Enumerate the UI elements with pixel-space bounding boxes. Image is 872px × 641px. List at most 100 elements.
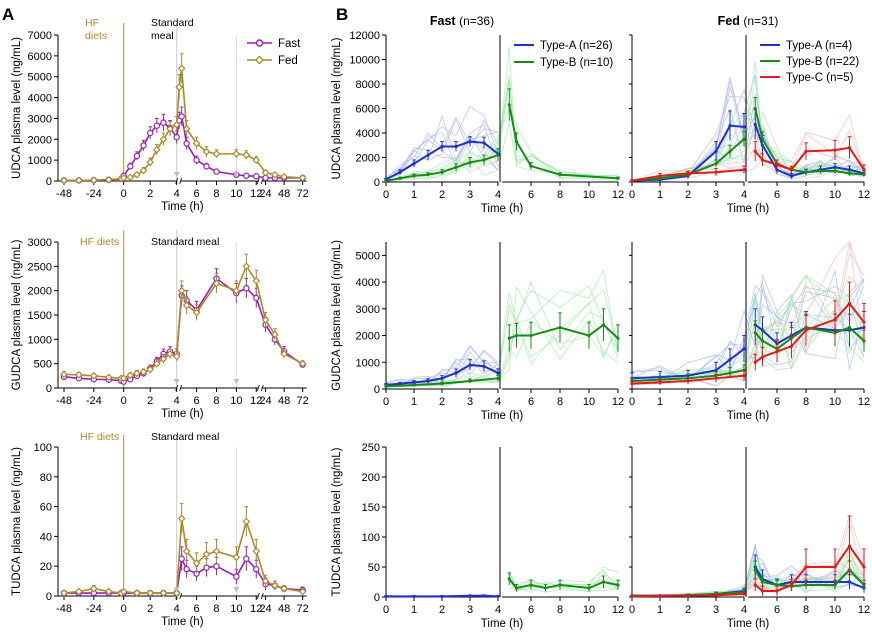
y-tick-label: 0: [46, 176, 52, 188]
data-point: [658, 174, 662, 178]
data-point: [139, 166, 148, 175]
data-point: [847, 580, 852, 584]
data-point: [742, 347, 746, 351]
y-tick-label: 0: [46, 383, 52, 395]
x-tick-label: 8: [213, 188, 219, 200]
data-point: [804, 149, 808, 153]
series-line: [631, 348, 745, 380]
data-point: [426, 173, 430, 177]
chart-B1: 0 2000 4000 6000 8000 10000 12000 UDCA plasma l…: [331, 30, 624, 215]
legend-label-type-b-fed: Type-B (n=22): [786, 56, 859, 68]
data-point: [728, 371, 732, 375]
x-tick-label: 12: [858, 396, 870, 408]
data-point: [412, 162, 416, 166]
data-point: [253, 173, 260, 180]
data-point: [133, 589, 141, 597]
y-tick-label: 6000: [356, 104, 380, 116]
data-point: [630, 382, 634, 386]
series-fed: [60, 253, 307, 383]
data-point: [804, 170, 808, 174]
y-tick-label: 150: [362, 502, 380, 514]
data-point: [507, 336, 511, 340]
x-tick-label: 72: [297, 603, 309, 615]
data-point: [847, 325, 852, 330]
data-point: [753, 331, 757, 335]
data-point: [616, 176, 620, 180]
y-tick-label: 3000: [28, 113, 52, 125]
x-tick-label: 12: [612, 189, 624, 201]
data-point: [789, 174, 794, 178]
data-point: [75, 176, 83, 185]
data-point: [60, 176, 68, 185]
x-tick-label: 72: [297, 395, 309, 407]
meal-marker: [173, 587, 180, 592]
data-point: [153, 122, 161, 129]
axis-break: [177, 593, 181, 599]
y-tick-label: 2000: [28, 286, 52, 298]
data-point: [146, 365, 155, 374]
data-point: [753, 360, 757, 364]
data-point: [862, 565, 866, 569]
y-tick-label: 250: [362, 442, 380, 454]
y-tick-label: 20: [40, 561, 52, 573]
axis-break-mark: [256, 592, 260, 600]
y-tick-label: 4000: [356, 277, 380, 289]
data-point: [213, 168, 220, 175]
y-axis-title: UDCA plasma level (ng/mL): [11, 37, 23, 179]
x-tick-label: 8: [557, 396, 563, 408]
data-point: [192, 559, 201, 568]
data-point: [159, 589, 168, 597]
x-tick-label: 4: [495, 396, 501, 408]
data-point: [775, 349, 779, 354]
data-point: [587, 586, 591, 590]
data-point: [412, 594, 416, 599]
individual-trace: [508, 569, 619, 590]
x-tick-label: 8: [557, 189, 563, 201]
chart-B3: 0 1000 2000 3000 4000 5000 GUDCA plasma level …: [331, 240, 624, 422]
data-point: [202, 147, 211, 156]
x-tick-label: 6: [528, 604, 534, 616]
data-point: [616, 336, 620, 340]
data-point: [104, 373, 113, 382]
data-point: [630, 179, 634, 183]
data-point: [242, 151, 251, 159]
data-point: [398, 176, 402, 180]
legend-label-fed: Fed: [278, 55, 298, 67]
x-tick-label: 0: [629, 396, 635, 408]
x-tick-label: -24: [86, 603, 102, 615]
x-tick-label: 2: [685, 604, 691, 616]
x-tick-label: 8: [803, 604, 809, 616]
series-type-c: [630, 515, 866, 599]
y-tick-label: 1000: [28, 155, 52, 167]
data-point: [760, 355, 765, 359]
data-point: [558, 325, 562, 330]
x-tick-label: 3: [713, 604, 719, 616]
data-point: [243, 172, 250, 179]
data-point: [587, 333, 591, 338]
individual-trace: [385, 78, 619, 181]
x-axis-title: Time (h): [727, 410, 770, 422]
individual-trace: [385, 106, 499, 181]
data-point: [760, 158, 765, 162]
y-tick-label: 40: [40, 531, 52, 543]
individual-trace: [631, 276, 865, 384]
x-tick-label: 12: [612, 604, 624, 616]
data-point: [212, 279, 221, 288]
data-point: [172, 352, 181, 361]
x-tick-label: 2: [147, 603, 153, 615]
data-point: [440, 170, 444, 174]
series-line: [631, 369, 745, 382]
data-point: [384, 384, 388, 388]
y-tick-label: 0: [374, 384, 380, 396]
x-tick-label: 48: [278, 395, 290, 407]
x-tick-label: 8: [803, 189, 809, 201]
x-tick-label: 6: [528, 189, 534, 201]
axis-break-mark: [260, 384, 264, 392]
axis-break-mark: [256, 384, 260, 392]
data-point: [742, 137, 746, 141]
x-tick-label: 10: [230, 603, 242, 615]
x-tick-label: -24: [86, 395, 102, 407]
annotation-standard-meal-2: Standard meal: [151, 236, 219, 248]
